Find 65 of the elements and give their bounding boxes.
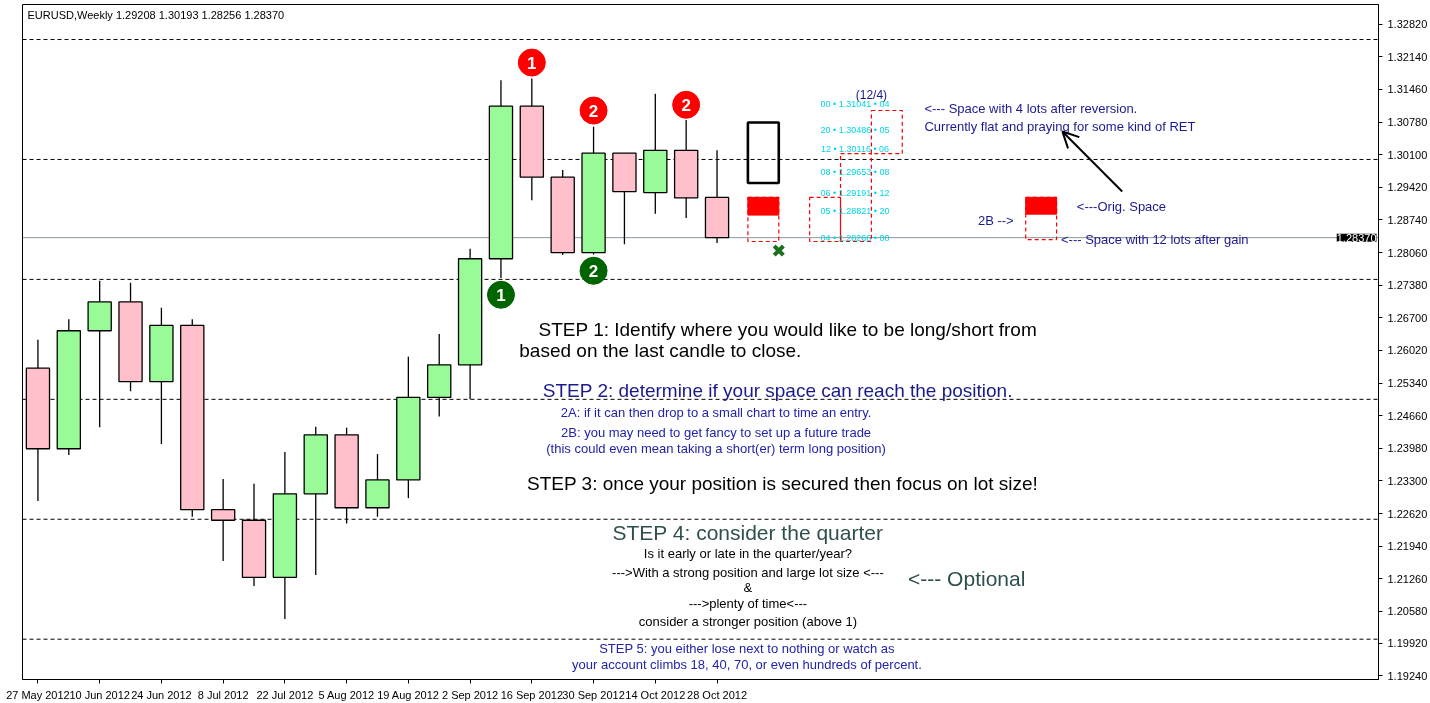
x-tick-label: 28 Oct 2012	[687, 688, 748, 701]
y-tick-label: 1.21940	[1387, 540, 1428, 553]
y-tick-label: 1.28740	[1387, 213, 1428, 226]
point	[772, 244, 786, 258]
y-tick-label: 1.20580	[1387, 605, 1428, 618]
y-tick-label: 1.28060	[1387, 246, 1428, 259]
y-tick-label: 1.26700	[1387, 311, 1428, 324]
annotation: <---Orig. Space	[1076, 198, 1167, 214]
annotation: 08 • 1.29653 • 08	[820, 166, 890, 177]
y-tick-label: 1.26020	[1387, 344, 1428, 357]
annotation: 1	[496, 285, 506, 305]
y-tick-label: 1.32140	[1387, 50, 1428, 63]
annotation: 12 • 1.30116 • 06	[820, 144, 890, 155]
annotation: 2	[681, 95, 691, 115]
annotation: 2	[588, 261, 599, 281]
x-tick-label: 8 Jul 2012	[197, 688, 249, 701]
annotation: consider a stronger position (above 1)	[638, 613, 858, 629]
annotation: <--- Optional	[908, 566, 1026, 590]
y-tick-label: 1.21260	[1387, 572, 1428, 585]
annotation: STEP 1: Identify where you would like to be long/short from	[538, 318, 1037, 340]
annotation: your account climbs 18, 40, 70, or even hundreds of percent.	[572, 657, 922, 673]
y-tick-label: 1.24660	[1387, 409, 1428, 422]
y-tick-label: 1.30780	[1387, 116, 1428, 129]
annotation: 06 • 1.29191 • 12	[820, 188, 890, 199]
annotation: based on the last candle to close.	[519, 340, 802, 362]
annotation: 2B: you may need to get fancy to set up a future trade	[561, 425, 872, 441]
y-tick-label: 1.27380	[1387, 279, 1428, 292]
annotation: &	[743, 580, 753, 596]
annotation: STEP 3: once your position is secured then focus on lot size!	[527, 473, 1038, 495]
x-tick-label: 27 May 2012	[6, 688, 70, 701]
annotation: Is it early or late in the quarter/year?	[643, 546, 852, 562]
x-tick-label: 2 Sep 2012	[441, 688, 499, 701]
annotation: 2A: if it can then drop to a small chart to time an entry.	[560, 405, 872, 421]
x-tick-label: 10 Jun 2012	[69, 688, 130, 701]
ref-line-label: 1.28370	[1336, 231, 1377, 244]
annotation: <--- Space with 12 lots after gain	[1061, 232, 1249, 248]
x-tick-label: 30 Sep 2012	[562, 688, 625, 701]
x-tick-label: 19 Aug 2012	[377, 688, 439, 701]
y-tick-label: 1.23980	[1387, 442, 1428, 455]
y-tick-label: 1.31460	[1387, 83, 1428, 96]
y-tick-label: 1.32820	[1387, 18, 1428, 31]
x-tick-label: 16 Sep 2012	[500, 688, 564, 701]
y-tick-label: 1.29420	[1387, 181, 1428, 194]
annotation: STEP 2: determine if your space can reach the position.	[542, 379, 1013, 401]
annotation: STEP 4: consider the quarter	[612, 521, 883, 545]
x-tick-label: 14 Oct 2012	[625, 688, 686, 701]
annotation: 2B -->	[977, 213, 1014, 229]
annotation: (this could even mean taking a short(er) term long position)	[546, 440, 886, 456]
x-tick-label: 24 Jun 2012	[131, 688, 192, 701]
y-tick-label: 1.23300	[1387, 474, 1428, 487]
annotation: STEP 5: you either lose next to nothing or watch as	[599, 641, 895, 657]
y-tick-label: 1.22620	[1387, 507, 1428, 520]
x-tick-label: 5 Aug 2012	[318, 688, 375, 701]
annotation: 1	[527, 53, 537, 73]
annotation: <--- Space with 4 lots after reversion. Currently flat and praying for some kind of RET	[924, 101, 1196, 135]
y-tick-label: 1.30100	[1387, 148, 1428, 161]
chart-title: EURUSD,Weekly 1.29208 1.30193 1.28256 1.28370	[27, 8, 285, 21]
annotation: 20 • 1.30486 • 05	[820, 125, 890, 136]
annotation: --->With a strong position and large lot size <---	[612, 564, 884, 580]
annotation: --->plenty of time<---	[688, 596, 808, 612]
y-tick-label: 1.25340	[1387, 377, 1428, 390]
y-tick-label: 1.19920	[1387, 637, 1428, 650]
x-tick-label: 22 Jul 2012	[256, 688, 314, 701]
annotation: 2	[588, 101, 599, 121]
y-tick-label: 1.19240	[1387, 669, 1428, 682]
